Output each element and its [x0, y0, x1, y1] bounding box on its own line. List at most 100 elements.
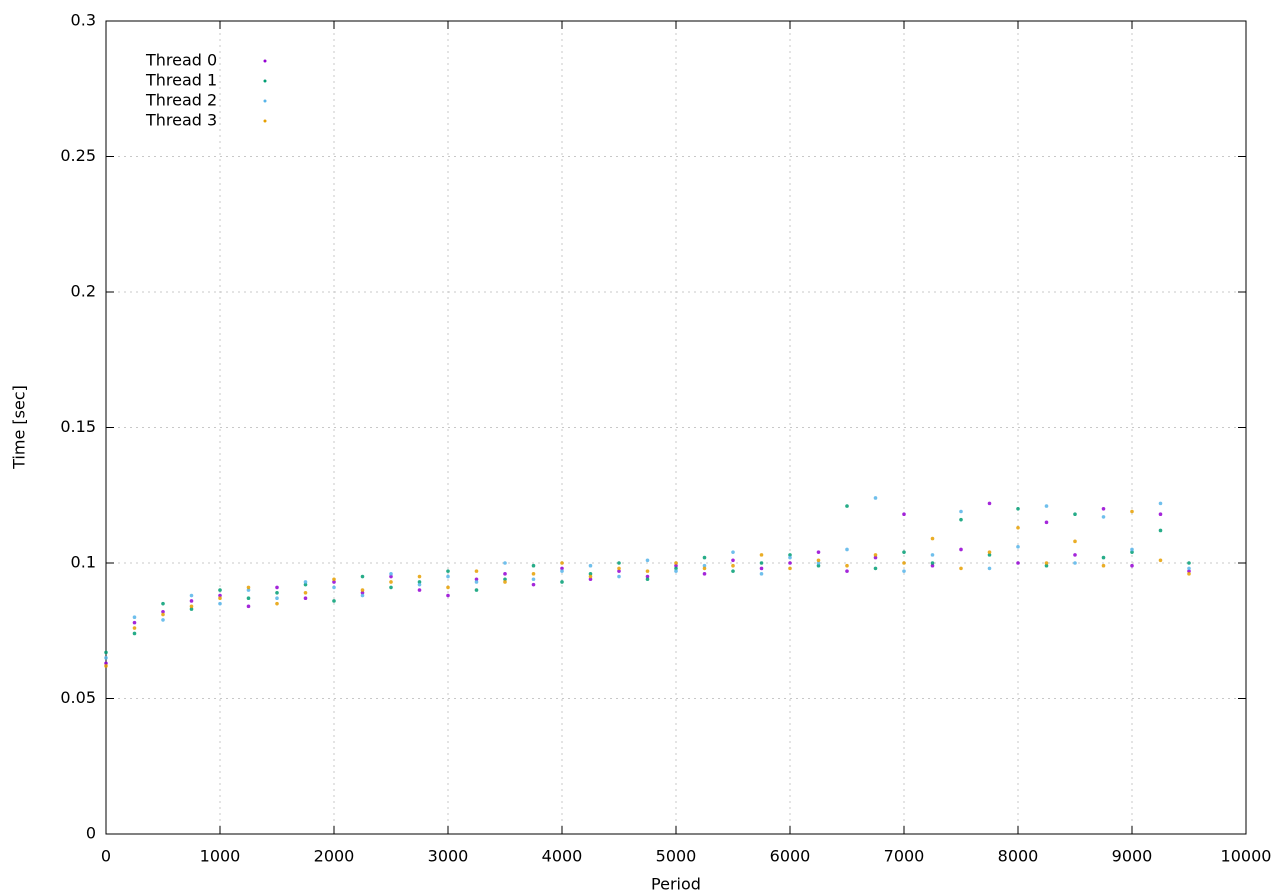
data-point — [873, 566, 878, 571]
data-point — [731, 558, 735, 563]
data-point — [389, 585, 393, 590]
data-point — [1130, 547, 1134, 552]
legend-marker — [263, 119, 267, 123]
data-point — [132, 631, 137, 636]
data-point — [1044, 504, 1049, 508]
data-point — [332, 585, 336, 590]
x-axis-label: Period — [651, 875, 701, 894]
data-point — [588, 563, 593, 568]
legend-marker — [263, 79, 267, 83]
data-point — [959, 566, 963, 571]
data-point — [731, 550, 735, 554]
x-tick-label: 8000 — [998, 847, 1039, 866]
data-point — [389, 572, 393, 576]
data-point — [788, 555, 792, 560]
data-point — [930, 563, 935, 568]
data-point — [1044, 520, 1049, 525]
data-point — [645, 569, 650, 573]
data-point — [759, 553, 764, 557]
data-point — [246, 596, 251, 601]
data-point — [731, 569, 735, 573]
data-point — [588, 572, 593, 576]
data-point — [1130, 509, 1134, 514]
data-point — [218, 593, 222, 598]
x-tick-label: 0 — [101, 847, 111, 866]
data-point — [189, 604, 194, 609]
data-point — [560, 569, 564, 573]
data-point — [474, 588, 479, 592]
data-point — [1044, 563, 1049, 568]
data-point — [902, 550, 906, 554]
data-point — [161, 601, 165, 606]
data-point — [360, 588, 365, 592]
data-point — [446, 593, 450, 598]
data-point — [417, 582, 422, 587]
data-point — [1130, 563, 1134, 568]
data-point — [104, 664, 108, 668]
data-point — [902, 512, 906, 517]
x-tick-label: 3000 — [428, 847, 469, 866]
data-point — [560, 561, 564, 565]
data-point — [1073, 539, 1077, 544]
data-point — [759, 572, 764, 576]
data-point — [816, 563, 821, 568]
data-point — [845, 504, 849, 508]
data-point — [104, 661, 108, 666]
data-point — [531, 582, 536, 587]
data-point — [1016, 561, 1020, 565]
data-point — [275, 596, 279, 601]
data-point — [930, 561, 935, 565]
x-tick-label: 4000 — [542, 847, 583, 866]
data-point — [674, 563, 678, 568]
y-tick-label: 0.25 — [60, 146, 96, 165]
data-point — [788, 561, 792, 565]
data-point — [104, 650, 108, 655]
y-axis-label: Time [sec] — [10, 385, 29, 470]
data-point — [617, 561, 621, 565]
data-point — [759, 561, 764, 565]
data-point — [332, 599, 336, 603]
data-point — [1073, 512, 1077, 517]
data-point — [275, 591, 279, 595]
y-tick-label: 0 — [86, 824, 96, 843]
data-point — [503, 580, 507, 584]
data-point — [360, 591, 365, 595]
data-point — [873, 555, 878, 560]
legend-label: Thread 1 — [145, 71, 217, 90]
data-point — [1044, 561, 1049, 565]
data-point — [446, 574, 450, 579]
data-point — [1101, 555, 1106, 560]
x-tick-label: 6000 — [770, 847, 811, 866]
data-point — [417, 588, 422, 592]
data-point — [1158, 512, 1163, 517]
data-point — [645, 577, 650, 582]
y-tick-label: 0.2 — [71, 282, 96, 301]
data-point — [930, 536, 935, 541]
data-point — [987, 553, 992, 557]
data-point — [1016, 525, 1020, 530]
data-point — [161, 609, 165, 614]
data-point — [218, 588, 222, 592]
data-point — [1187, 561, 1191, 565]
data-point — [1187, 572, 1191, 576]
y-tick-label: 0.05 — [60, 688, 96, 707]
data-point — [1016, 544, 1020, 549]
data-point — [588, 574, 593, 579]
data-point — [617, 566, 621, 571]
data-point — [246, 585, 251, 590]
data-point — [503, 561, 507, 565]
data-point — [816, 550, 821, 554]
data-point — [759, 566, 764, 571]
data-point — [1187, 569, 1191, 573]
x-tick-label: 7000 — [884, 847, 925, 866]
data-point — [389, 574, 393, 579]
data-point — [731, 563, 735, 568]
data-point — [1073, 561, 1077, 565]
data-point — [189, 593, 194, 598]
data-point — [845, 569, 849, 573]
data-point — [1130, 550, 1134, 554]
data-point — [560, 566, 564, 571]
data-point — [446, 569, 450, 573]
data-point — [845, 547, 849, 552]
